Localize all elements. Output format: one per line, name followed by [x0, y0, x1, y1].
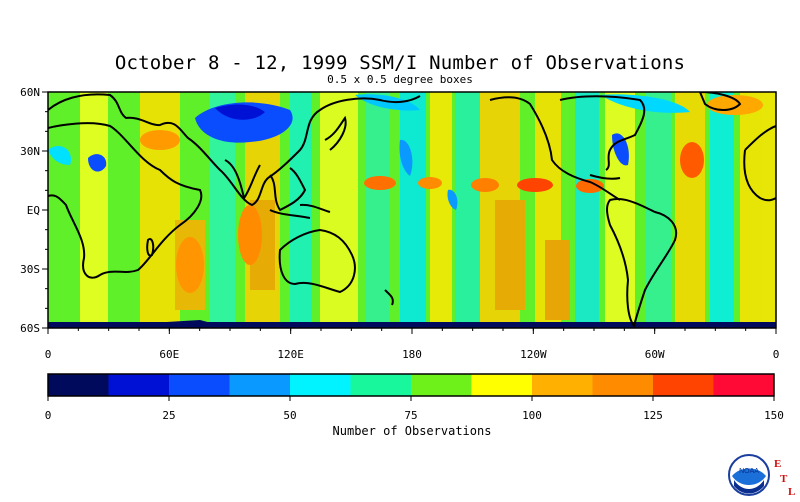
- coastlines: [48, 92, 776, 328]
- chart-subtitle: 0.5 x 0.5 degree boxes: [327, 73, 473, 86]
- colorbar-swatch: [471, 374, 533, 396]
- colorbar-tick-label: 100: [522, 409, 542, 422]
- colorbar-swatch: [169, 374, 230, 396]
- longitude-ticks: 0 60E 120E 180 120W 60W 0: [45, 328, 780, 361]
- lon-label: 60W: [645, 348, 665, 361]
- chart-title: October 8 - 12, 1999 SSM/I Number of Obs…: [114, 52, 686, 74]
- colorbar-swatch: [653, 374, 714, 396]
- latitude-ticks: 60N 30N EQ 30S 60S: [20, 86, 48, 335]
- logo-text: NOAA: [739, 468, 759, 475]
- noaa-logo-icon: NOAA E T L: [728, 452, 798, 498]
- lat-label: EQ: [27, 204, 40, 217]
- colorbar-tick-label: 150: [764, 409, 784, 422]
- lon-label: 180: [402, 348, 422, 361]
- map-field: [48, 92, 776, 328]
- colorbar-swatch: [713, 374, 775, 396]
- logo-letter-t: T: [780, 473, 788, 485]
- lon-label: 120E: [277, 348, 304, 361]
- colorbar-swatch: [48, 374, 109, 396]
- colorbar-swatch: [229, 374, 291, 396]
- colorbar-swatch: [290, 374, 351, 396]
- colorbar-tick-label: 0: [45, 409, 52, 422]
- logo-letter-l: L: [788, 486, 795, 498]
- colorbar-swatch: [411, 374, 472, 396]
- lon-label: 120W: [520, 348, 547, 361]
- colorbar-swatch: [532, 374, 593, 396]
- lat-label: 60S: [20, 322, 40, 335]
- lon-label: 0: [45, 348, 52, 361]
- lat-label: 30S: [20, 263, 40, 276]
- colorbar: 0 25 50 75 100 125 150: [45, 373, 784, 422]
- lon-label: 0: [773, 348, 780, 361]
- colorbar-tick-label: 75: [404, 409, 417, 422]
- colorbar-tick-label: 125: [643, 409, 663, 422]
- colorbar-swatch: [108, 374, 170, 396]
- observation-map: 60N 30N EQ 30S 60S 0 60E 120E 180 120W 60W 0 0 25 50…: [20, 86, 784, 422]
- lon-label: 60E: [159, 348, 179, 361]
- colorbar-swatch: [592, 374, 654, 396]
- colorbar-title: Number of Observations: [332, 424, 492, 438]
- lat-label: 30N: [20, 145, 40, 158]
- logo-letter-e: E: [774, 458, 781, 470]
- lat-label: 60N: [20, 86, 40, 99]
- colorbar-tick-label: 50: [283, 409, 296, 422]
- colorbar-swatch: [350, 374, 412, 396]
- colorbar-tick-label: 25: [162, 409, 175, 422]
